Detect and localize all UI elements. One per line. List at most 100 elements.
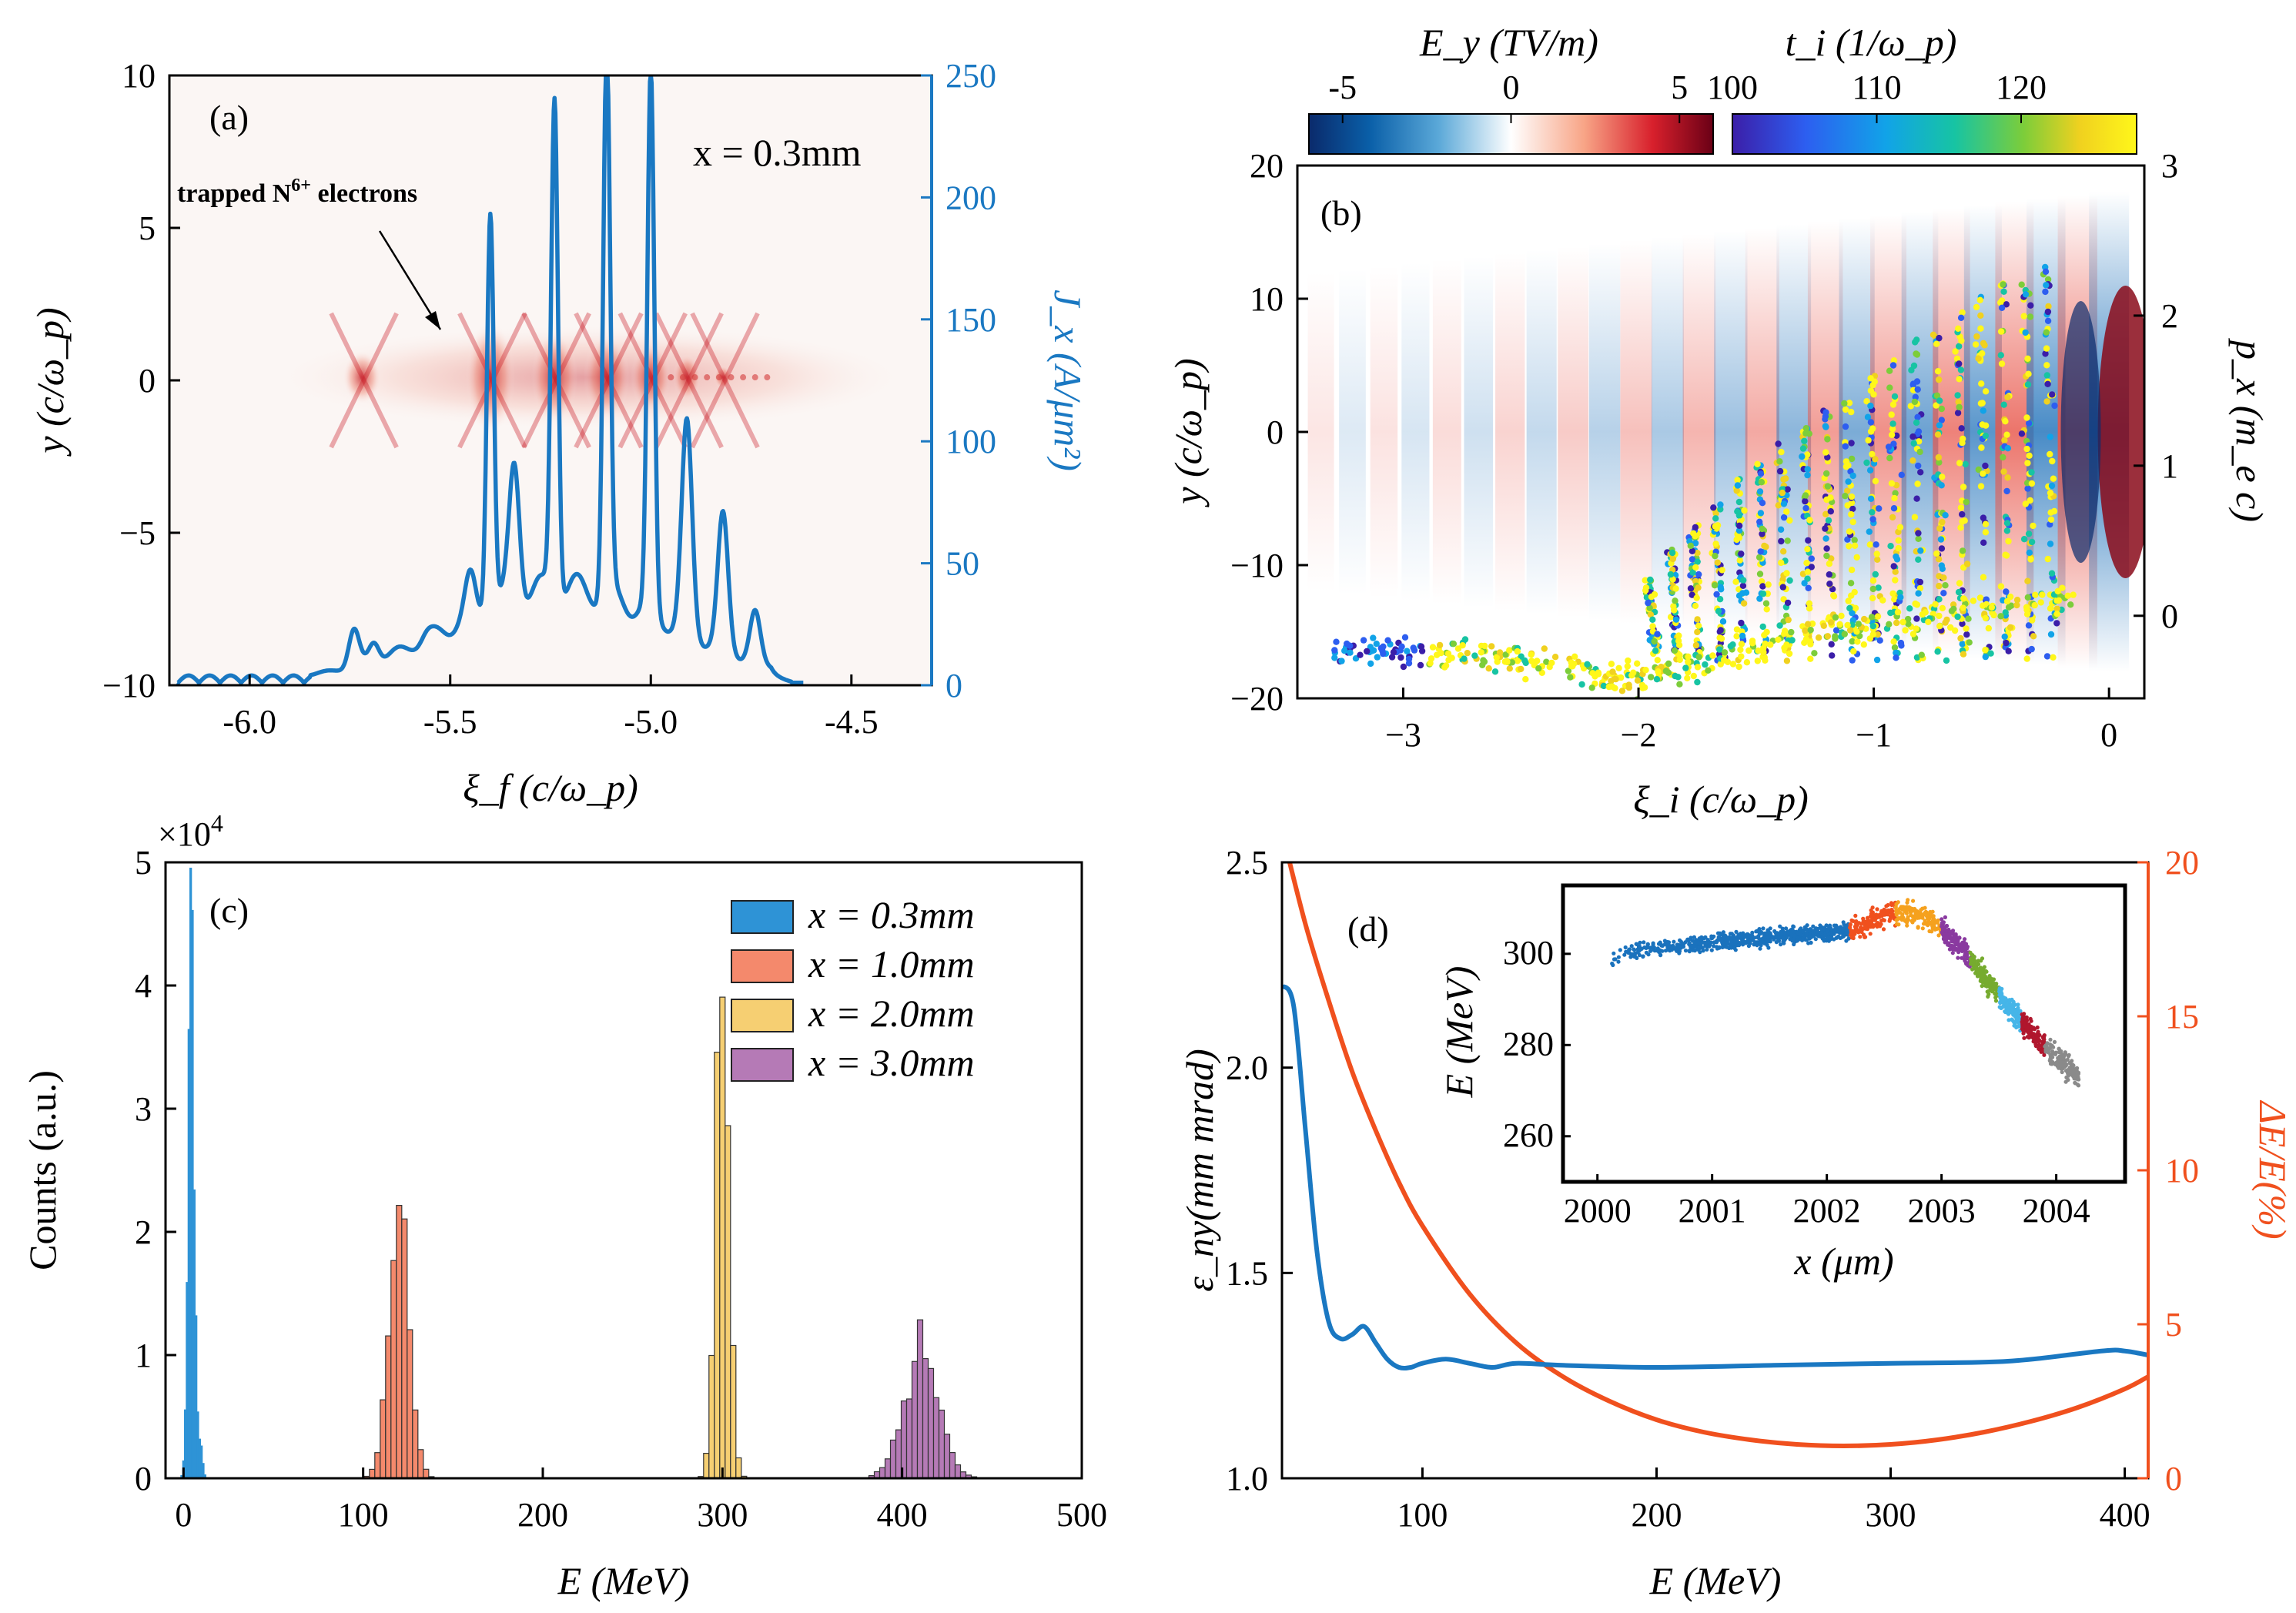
scatter-point [1775, 636, 1782, 643]
inset-point [1629, 944, 1634, 949]
inset-point [1729, 945, 1733, 949]
inset-point [1882, 912, 1887, 917]
scatter-point [1851, 537, 1858, 544]
scatter-point [1998, 360, 2006, 367]
scatter-point [1956, 460, 1963, 467]
scatter-point [1956, 376, 1963, 383]
inset-point [1692, 949, 1697, 953]
inset-point [1804, 927, 1809, 932]
scatter-point [1892, 577, 1899, 584]
scatter-point [1528, 651, 1535, 658]
inset-point [2025, 1035, 2030, 1039]
inset-point [1816, 926, 1820, 932]
scatter-point [1855, 621, 1862, 627]
panel-c-ytick-label: 1 [135, 1337, 152, 1374]
panel-d-y2-ticks: 0 5 10 15 20 [2137, 844, 2199, 1498]
scatter-point [1605, 683, 1612, 691]
panel-d-ytick-label: 2.0 [1226, 1049, 1268, 1087]
inset-point [2007, 999, 2012, 1004]
scatter-point [1803, 560, 1810, 567]
inset-point [1668, 949, 1672, 953]
inset-point [1776, 938, 1781, 943]
inset-point [1982, 965, 1986, 969]
inset-point [1984, 969, 1989, 974]
scatter-point [1338, 658, 1345, 664]
legend-label: x = 3.0mm [808, 1041, 975, 1084]
scatter-point [1485, 665, 1492, 672]
scatter-point [1676, 656, 1683, 664]
inset-point [1998, 989, 2003, 994]
inset-point [2034, 1032, 2039, 1037]
scatter-point [1960, 651, 1967, 658]
scatter-point [1827, 494, 1834, 501]
scatter-point [1804, 546, 1811, 553]
series-emittance-line [1282, 983, 2148, 1371]
inset-point [1851, 933, 1856, 938]
inset-point [2013, 1012, 2017, 1016]
density-tail-dot [715, 374, 722, 381]
panel-a-y2tick-label: 100 [946, 423, 996, 460]
bar-2 [401, 1218, 408, 1478]
panel-a-ytick-label: −10 [102, 667, 156, 704]
scatter-point [1481, 642, 1488, 650]
scatter-point [1727, 643, 1734, 650]
scatter-point [1762, 657, 1769, 664]
inset-point [1980, 984, 1984, 989]
scatter-point [2004, 445, 2011, 452]
scatter-point [2022, 291, 2030, 298]
inset-point [1879, 919, 1884, 923]
scatter-point [1508, 659, 1516, 666]
bar-3 [703, 1452, 710, 1478]
panel-d-ytick-label: 2.5 [1226, 844, 1268, 882]
inset-point [1791, 925, 1796, 929]
scatter-point [2044, 308, 2052, 316]
scatter-point [1886, 384, 1893, 391]
field-stripe-negative [1588, 243, 1621, 621]
inset-point [2062, 1060, 2067, 1065]
inset-point [1662, 939, 1667, 943]
scatter-point [2020, 313, 2027, 320]
scatter-point [1890, 563, 1897, 570]
scatter-point [1963, 561, 1971, 567]
scatter-point [1692, 540, 1699, 547]
scatter-point [1784, 599, 1792, 607]
scatter-point [1842, 443, 1849, 450]
density-streak [329, 312, 399, 449]
inset-point [1990, 987, 1994, 992]
inset-point [1748, 941, 1752, 945]
scatter-point [1444, 650, 1452, 658]
scatter-point [1985, 624, 1992, 632]
scatter-point [1861, 615, 1868, 623]
scatter-point [1960, 595, 1967, 602]
scatter-point [1822, 535, 1829, 542]
scatter-point [1954, 613, 1961, 621]
scatter-point [1735, 663, 1742, 671]
panel-b-label: (b) [1320, 193, 1362, 233]
scatter-point [1588, 684, 1595, 691]
panel-b-xtick-label: −1 [1856, 716, 1892, 754]
scatter-point [1373, 641, 1381, 648]
scatter-point [1491, 668, 1499, 675]
scatter-point [1904, 615, 1912, 623]
inset-point [2010, 1008, 2014, 1012]
scatter-point [2043, 362, 2050, 369]
bar-4 [879, 1467, 886, 1478]
scatter-point [1784, 537, 1791, 544]
density-blob [343, 350, 382, 405]
inset-point [1818, 923, 1822, 928]
scatter-point [2027, 497, 2033, 504]
scatter-point [1997, 328, 2005, 335]
scatter-point [2050, 475, 2057, 482]
inset-point [2013, 1002, 2017, 1007]
inset-point [1858, 935, 1863, 939]
scatter-point [1823, 545, 1830, 552]
inset-point [1910, 914, 1915, 919]
density-blob [714, 366, 733, 390]
scatter-point [1822, 409, 1829, 416]
inset-point [2006, 1012, 2011, 1016]
scatter-point [1955, 325, 1962, 332]
inset-point [1825, 929, 1829, 934]
scatter-point [2028, 538, 2036, 546]
scatter-point [1461, 655, 1468, 662]
inset-point [2052, 1039, 2057, 1044]
